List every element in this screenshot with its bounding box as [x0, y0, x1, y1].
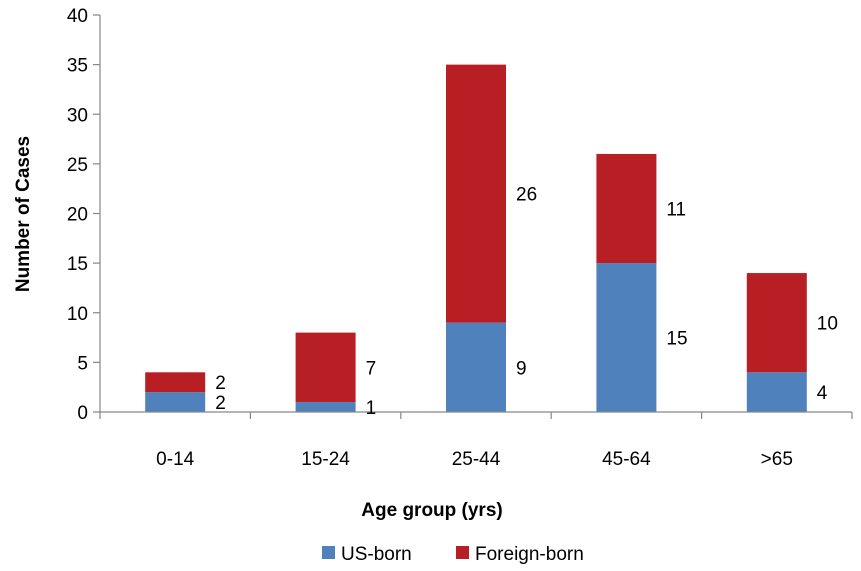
y-tick-label: 30 — [67, 105, 88, 126]
data-label: 2 — [215, 393, 226, 414]
data-label: 11 — [666, 200, 686, 221]
y-tick-label: 40 — [67, 6, 88, 27]
y-tick-label: 25 — [67, 155, 88, 176]
x-tick-label: 0-14 — [156, 449, 194, 470]
y-tick-label: 5 — [77, 353, 88, 374]
x-tick-label: 45-64 — [602, 449, 651, 470]
data-label: 26 — [516, 185, 537, 206]
legend-swatch — [322, 546, 335, 559]
data-label: 4 — [817, 383, 828, 404]
bar-segment — [446, 64, 506, 323]
data-label: 15 — [666, 329, 687, 350]
x-tick-label: 25-44 — [452, 449, 501, 470]
y-tick-label: 15 — [67, 254, 88, 275]
x-axis-title: Age group (yrs) — [361, 500, 502, 521]
data-label: 2 — [215, 373, 226, 394]
y-tick-label: 0 — [77, 403, 88, 424]
bars-group — [145, 64, 807, 412]
bar-segment — [295, 402, 356, 412]
x-ticks-group: 0-14 15-24 25-44 45-64 >65 — [99, 412, 853, 470]
legend-label: Foreign-born — [475, 544, 584, 565]
data-labels-group: 22 1 7 9 26 15 11 4 10 — [215, 185, 838, 419]
bar-segment — [746, 273, 807, 373]
bar-segment — [596, 263, 657, 412]
y-ticks-group: 0 5 10 15 20 25 30 35 40 — [67, 6, 100, 424]
legend: US-born Foreign-born — [322, 544, 584, 565]
y-tick-label: 20 — [67, 205, 88, 226]
bar-segment — [746, 372, 807, 412]
x-tick-label: >65 — [761, 449, 793, 470]
bar-segment — [596, 153, 657, 264]
bar-segment — [295, 332, 356, 403]
legend-swatch — [456, 546, 469, 559]
data-label: 1 — [366, 398, 377, 419]
data-label: 9 — [516, 358, 527, 379]
data-label: 7 — [366, 358, 377, 379]
bar-segment — [145, 372, 206, 393]
legend-label: US-born — [341, 544, 412, 565]
bar-segment — [446, 322, 506, 412]
y-tick-label: 10 — [67, 304, 88, 325]
x-tick-label: 15-24 — [301, 449, 350, 470]
data-label: 10 — [817, 314, 838, 335]
y-axis-title: Number of Cases — [13, 136, 34, 292]
bar-segment — [145, 392, 206, 412]
y-tick-label: 35 — [67, 56, 88, 77]
